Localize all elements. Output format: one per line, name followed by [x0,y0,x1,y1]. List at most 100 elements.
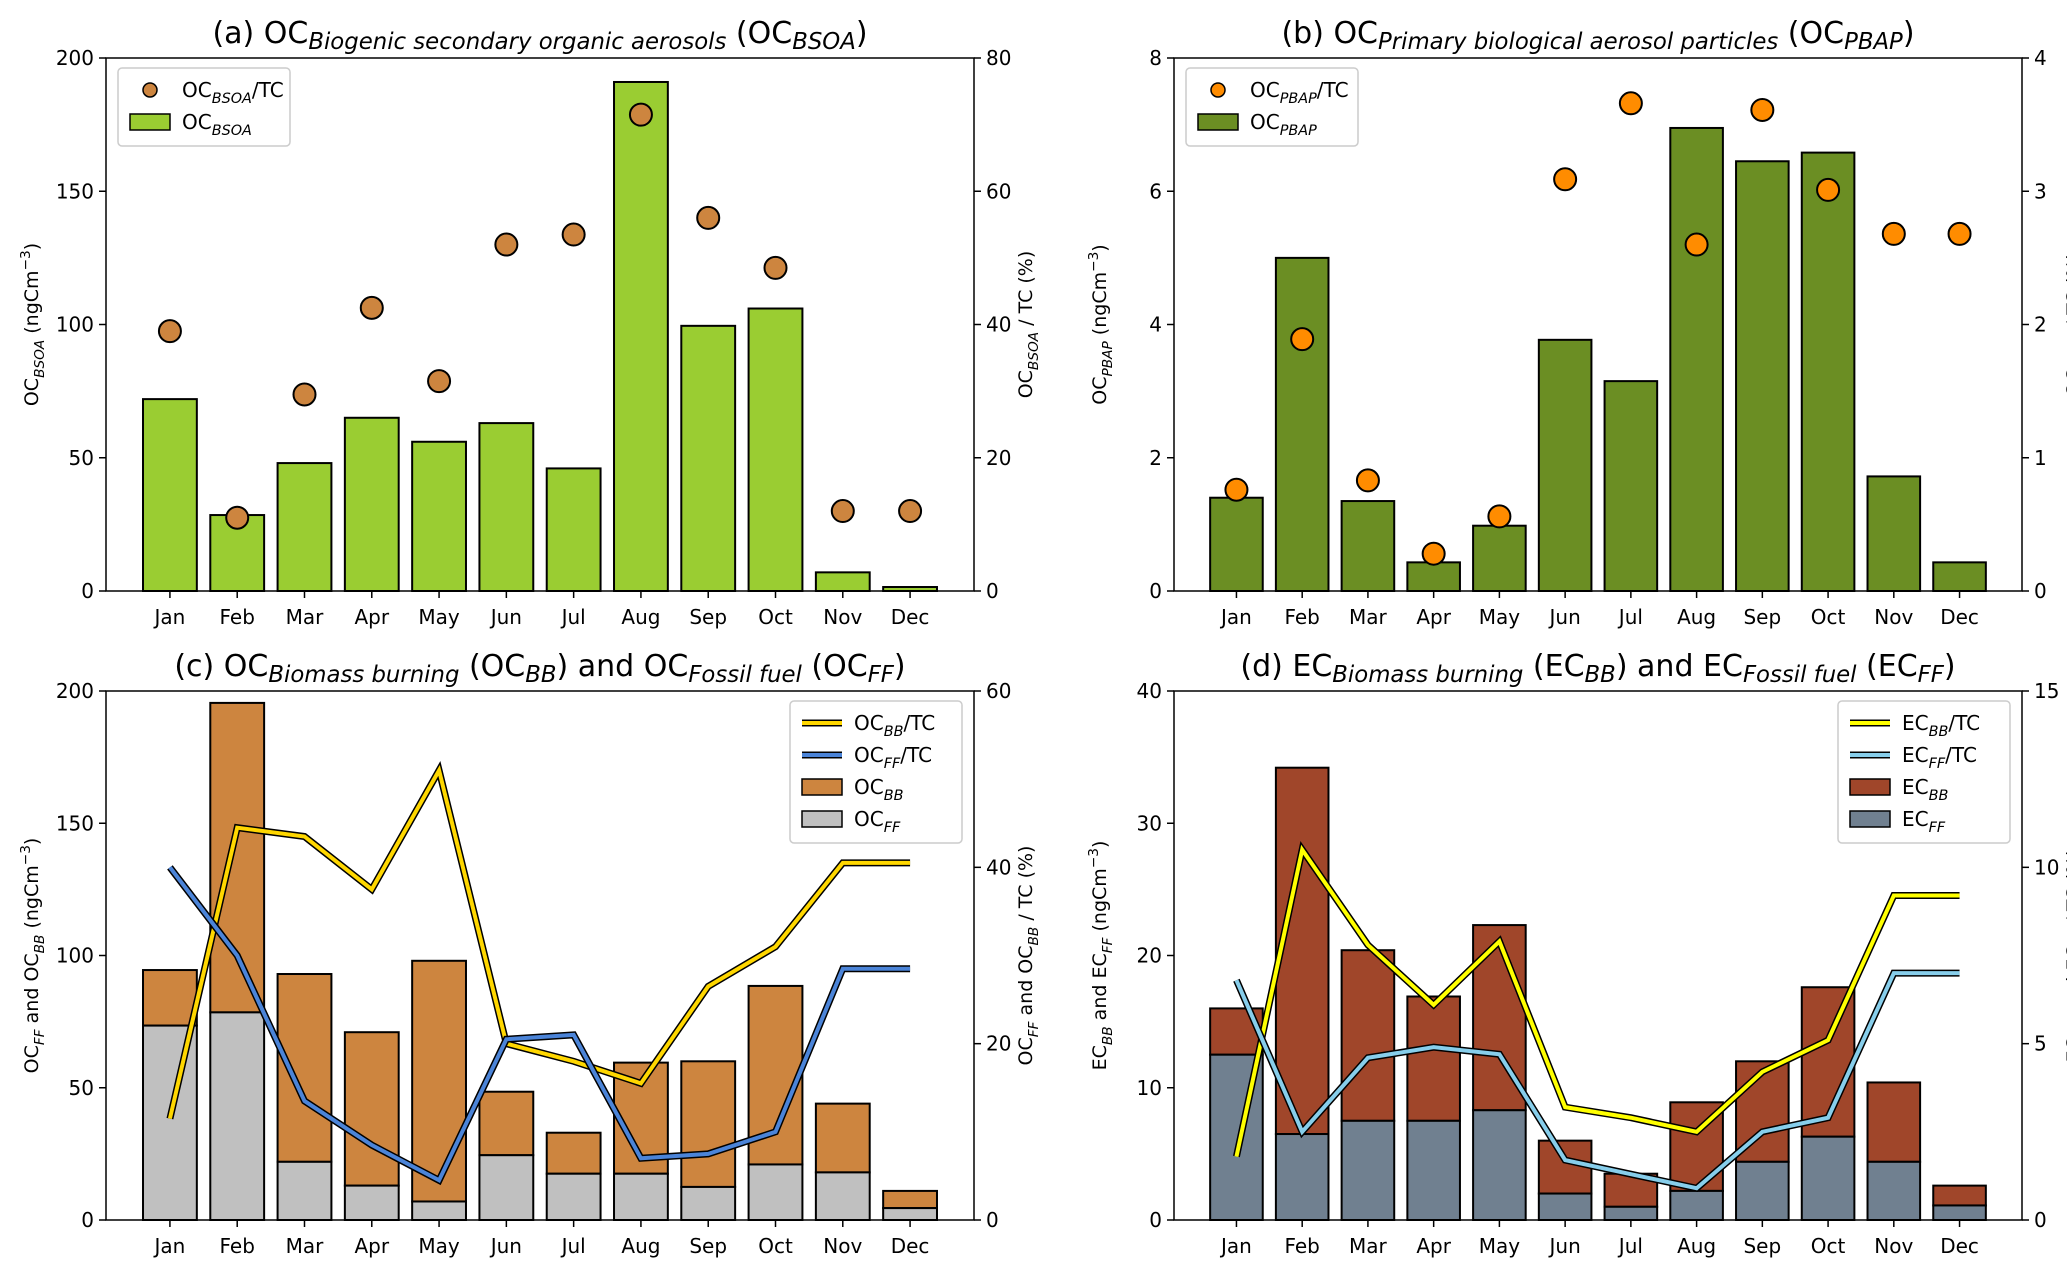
point-a-jan [157,319,182,344]
point-b-oct [1816,177,1841,202]
bar-bottom-d-nov [1866,1160,1922,1222]
bar-a-may [411,440,467,593]
bar-bottom-d-apr [1406,1119,1461,1221]
bar-bottom-d-dec [1932,1204,1987,1222]
x-tick-label-b-0: Jan [1219,605,1252,629]
bar-b-feb [1274,256,1330,592]
x-tick-label-a-7: Aug [621,605,660,629]
bar-b-jul [1603,380,1659,592]
bar-top-c-jul [545,1131,602,1175]
bar-b-nov [1866,475,1922,592]
chart-title-a: (a) OCBiogenic secondary organic aerosol… [212,16,867,55]
bar-b-oct [1800,151,1856,592]
bar-top-c-jan [142,969,198,1027]
bar-bottom-d-feb [1274,1133,1330,1221]
x-tick-label-b-7: Aug [1677,605,1716,629]
y-left-label-d: ECBB and ECFF (ngCm−3) [1086,841,1116,1071]
line-d-1 [1234,971,1960,1191]
x-tick-label-a-5: Jun [489,605,522,629]
x-tick-label-d-3: Apr [1416,1234,1451,1258]
y-left-tick-label-a-1: 50 [69,446,94,470]
bar-bottom-d-mar [1340,1119,1396,1221]
x-tick-label-d-4: May [1479,1234,1521,1258]
x-tick-label-b-8: Sep [1743,605,1781,629]
x-tick-label-d-7: Aug [1677,1234,1716,1258]
y-right-tick-label-b-2: 2 [2034,313,2047,337]
legend-label-d-0: ECBB/TC [1902,711,1980,740]
point-a-apr [359,295,384,320]
x-tick-label-b-5: Jun [1548,605,1581,629]
bar-a-sep [680,324,737,592]
y-left-tick-label-c-1: 50 [69,1076,94,1100]
bar-bottom-d-jun [1537,1192,1593,1222]
y-right-tick-label-a-0: 0 [986,579,999,603]
bar-bottom-c-nov [814,1171,871,1222]
y-right-tick-label-d-3: 15 [2034,679,2059,703]
legend-patch-a-1 [129,113,171,131]
y-left-tick-label-d-3: 30 [1137,811,1162,835]
bar-b-aug [1669,126,1724,593]
point-a-nov [830,499,855,524]
x-tick-label-b-1: Feb [1284,605,1319,629]
x-tick-label-d-6: Jul [1617,1234,1643,1258]
point-b-jul [1618,91,1643,116]
chart-d: Jan Feb Mar Apr May Jun Jul Aug Sep Oct Nov Dec 0 10 2… [1086,649,2067,1258]
point-a-jun [494,232,519,257]
chart-title-b: (b) OCPrimary biological aerosol particl… [1281,16,1914,55]
bar-a-jan [142,398,198,592]
legend-patch-d-2 [1849,778,1891,796]
bar-top-c-nov [814,1102,871,1174]
bar-top-c-may [411,959,467,1203]
legend-a: OCBSOA/TC OCBSOA [117,67,291,147]
bar-b-dec [1932,561,1987,593]
bar-bottom-c-aug [613,1172,669,1222]
bar-bottom-c-apr [343,1184,400,1221]
y-left-tick-label-a-3: 150 [56,179,94,203]
bar-bottom-c-may [411,1200,467,1221]
bar-b-jan [1209,496,1264,593]
bar-top-d-mar [1340,949,1396,1122]
y-right-tick-label-d-0: 0 [2034,1208,2047,1232]
legend-marker-b-0 [1210,82,1226,98]
legend-patch-b-1 [1197,113,1239,131]
x-tick-label-b-3: Apr [1416,605,1451,629]
legend-patch-c-3 [801,810,843,828]
legend-label-d-3: ECFF [1902,807,1946,836]
bar-top-d-feb [1274,766,1330,1136]
legend-patch-c-2 [801,778,843,796]
bar-bottom-c-dec [882,1207,938,1222]
x-tick-label-a-9: Oct [758,605,793,629]
line-c-0 [167,764,911,1120]
y-right-tick-label-c-0: 0 [986,1208,999,1232]
bar-bottom-c-jan [142,1024,198,1222]
y-right-label-b: OCPBAP / TC (%) [2063,252,2067,397]
x-tick-label-c-8: Sep [689,1234,727,1258]
legend-c: OCBB/TC OCFF/TC OCBB OCFF [789,700,963,844]
y-right-tick-label-a-4: 80 [986,46,1011,70]
y-right-tick-label-b-1: 1 [2034,446,2047,470]
y-right-tick-label-b-0: 0 [2034,579,2047,603]
legend-box-c [789,700,963,844]
legend-patch-d-3 [1849,810,1891,828]
bar-bottom-c-jul [545,1172,602,1222]
point-b-sep [1750,97,1775,122]
point-a-oct [763,255,788,280]
legend-label-d-2: ECBB [1902,775,1948,804]
point-a-dec [898,499,923,524]
x-tick-label-d-0: Jan [1219,1234,1252,1258]
y-left-tick-label-a-0: 0 [81,579,94,603]
x-tick-label-a-1: Feb [219,605,254,629]
y-left-tick-label-d-0: 0 [1149,1208,1162,1232]
legend-box-d [1837,700,2011,844]
point-b-dec [1947,221,1972,246]
bar-bottom-d-aug [1669,1189,1724,1222]
x-tick-label-d-8: Sep [1743,1234,1781,1258]
y-left-tick-label-b-4: 8 [1149,46,1162,70]
point-a-aug [628,102,653,127]
point-b-mar [1355,468,1380,493]
bar-b-may [1472,524,1527,593]
x-tick-label-c-3: Apr [354,1234,389,1258]
bar-top-c-feb [209,701,266,1014]
bar-a-mar [276,462,333,592]
